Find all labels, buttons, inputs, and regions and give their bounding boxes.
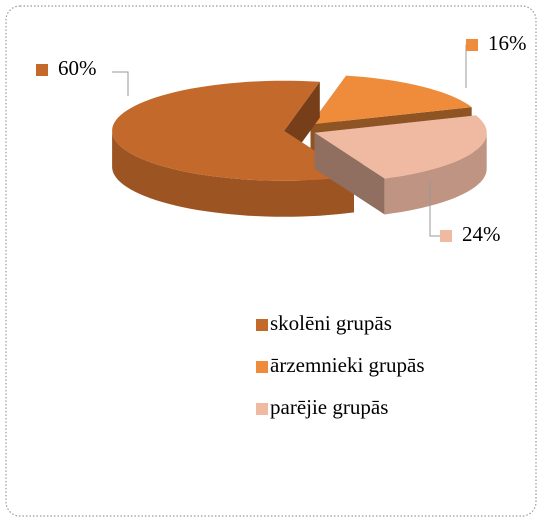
slice-edge (314, 132, 385, 215)
label-key (466, 39, 478, 51)
slice (310, 75, 472, 125)
slice (112, 80, 354, 181)
slice-side (384, 132, 487, 215)
legend-key (256, 403, 268, 415)
label-key (36, 64, 48, 76)
leader-line (429, 180, 440, 237)
label-key (440, 230, 452, 242)
legend-label: skolēni grupās (270, 311, 392, 335)
data-label: 16% (488, 31, 527, 55)
legend-label: parējie grupās (270, 395, 388, 419)
data-label: 24% (462, 222, 501, 246)
slice-side (112, 130, 354, 217)
data-label: 60% (58, 56, 97, 80)
slice (314, 115, 487, 179)
leader-line (112, 71, 129, 96)
legend-key (256, 319, 268, 331)
legend-key (256, 361, 268, 373)
legend-label: ārzemnieki grupās (270, 353, 425, 377)
